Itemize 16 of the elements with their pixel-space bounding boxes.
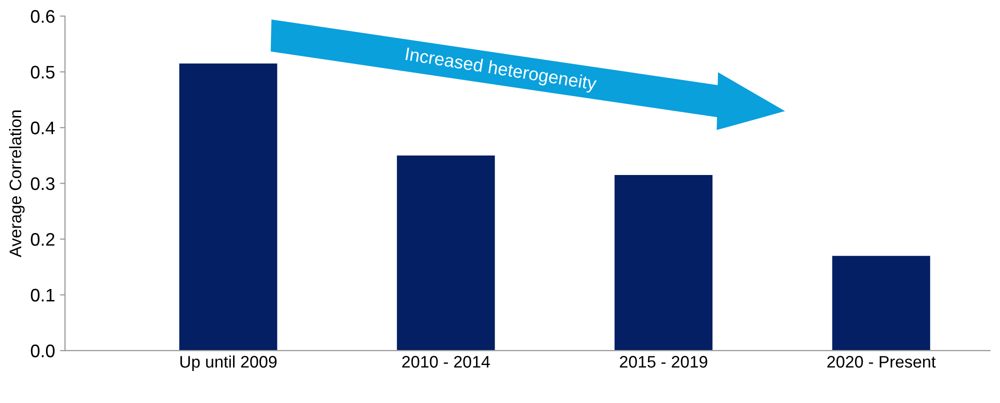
bar [614,175,712,351]
x-tick-label: 2020 - Present [827,356,936,368]
y-tick-label: 0.3 [30,177,54,190]
y-tick-label: 0.6 [30,10,54,23]
y-tick-label: 0.1 [30,288,54,302]
y-tick-label: 0.4 [30,122,55,134]
y-tick-label: 0.0 [30,344,55,358]
y-tick-label: 0.5 [30,66,55,79]
bar [396,155,495,351]
x-tick-label: 2015 - 2019 [620,356,708,368]
bar [832,256,930,351]
x-tick-label: Up until 2009 [180,355,277,372]
x-tick-label: 2010 - 2014 [402,356,490,368]
y-tick-label: 0.2 [30,233,54,246]
bar [179,64,278,351]
y-axis-title: Average Correlation [9,110,25,258]
